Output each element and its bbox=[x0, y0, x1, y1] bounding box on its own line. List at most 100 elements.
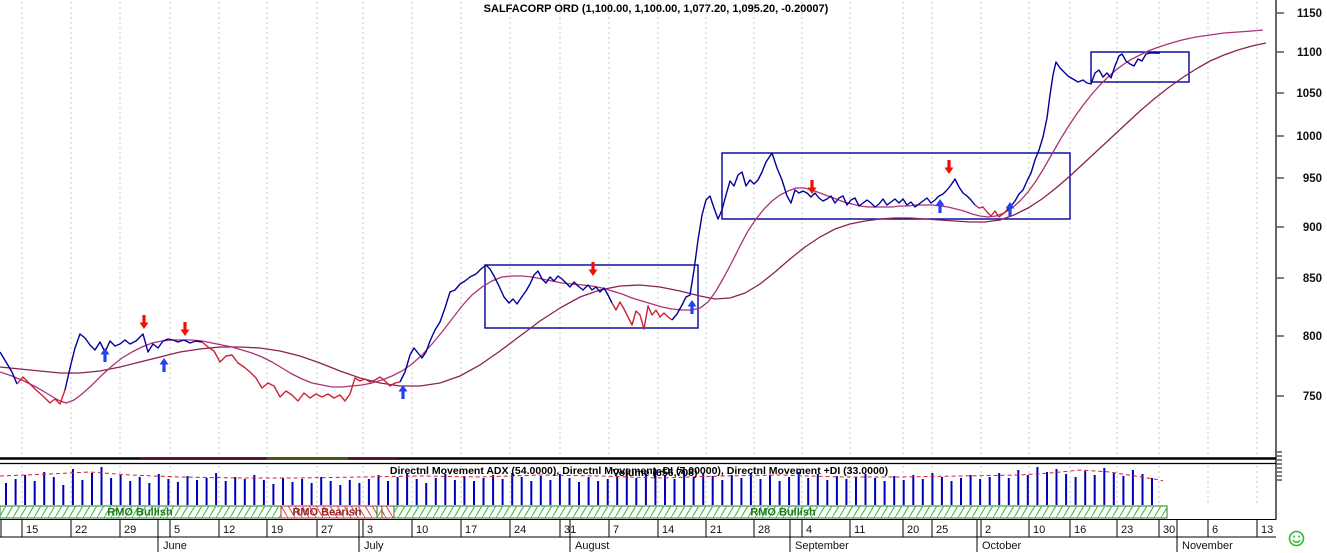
sell-arrow-down-icon bbox=[944, 160, 954, 174]
volume-bar bbox=[167, 479, 170, 505]
month-label: October bbox=[982, 540, 1021, 552]
rmo-band-label: RMO Bullish bbox=[750, 507, 816, 519]
price-axis-label: 800 bbox=[1303, 331, 1322, 343]
volume-bar bbox=[1046, 472, 1048, 505]
arrow-shaft bbox=[947, 160, 951, 168]
price-axis-label: 1150 bbox=[1297, 8, 1322, 20]
arrow-head bbox=[588, 269, 598, 276]
volume-bar bbox=[205, 478, 208, 505]
volume-bar bbox=[893, 476, 896, 505]
arrow-shaft bbox=[142, 315, 146, 323]
date-week-label: 4 bbox=[806, 524, 812, 536]
volume-bar bbox=[692, 477, 695, 505]
volume-bar bbox=[1093, 475, 1096, 505]
volume-bar bbox=[358, 483, 361, 505]
volume-bar bbox=[91, 473, 93, 505]
volume-bar bbox=[730, 475, 733, 505]
volume-bar bbox=[52, 477, 55, 505]
volume-bar bbox=[348, 480, 351, 505]
date-week-label: 11 bbox=[854, 524, 865, 536]
rmo-band-hatch bbox=[0, 506, 281, 518]
volume-bar bbox=[234, 477, 237, 505]
arrow-shaft bbox=[103, 354, 107, 362]
volume-bar bbox=[644, 474, 647, 505]
volume-bar bbox=[960, 478, 962, 505]
volume-bar bbox=[1131, 470, 1134, 505]
volume-bar bbox=[243, 479, 246, 505]
volume-bar bbox=[816, 474, 819, 505]
volume-bar bbox=[33, 481, 36, 505]
smiley-eye-right bbox=[1298, 535, 1300, 538]
moving-average-fast-line bbox=[0, 29, 1264, 404]
date-week-label: 14 bbox=[662, 524, 674, 536]
volume-bar bbox=[377, 475, 380, 505]
volume-indicator-label: Volume (656,708) bbox=[612, 467, 698, 479]
volume-bar bbox=[864, 474, 867, 505]
volume-bar bbox=[157, 474, 160, 505]
date-week-label: 5 bbox=[174, 524, 180, 536]
volume-bar bbox=[606, 479, 609, 505]
volume-bar bbox=[367, 479, 370, 505]
sell-arrow-down-icon bbox=[139, 315, 149, 329]
volume-bar bbox=[740, 478, 743, 505]
buy-arrow-up-icon bbox=[100, 348, 110, 362]
price-line-down bbox=[16, 376, 66, 405]
volume-bar bbox=[711, 476, 714, 505]
volume-bar bbox=[654, 469, 657, 505]
price-axis-label: 1050 bbox=[1296, 88, 1322, 100]
volume-bar bbox=[310, 483, 313, 505]
volume-bar bbox=[721, 480, 724, 505]
volume-bar bbox=[587, 477, 590, 505]
arrow-head bbox=[935, 199, 945, 206]
date-week-label: 19 bbox=[271, 524, 283, 536]
volume-bar bbox=[272, 484, 275, 505]
volume-bar bbox=[463, 476, 466, 505]
volume-bar bbox=[1065, 474, 1068, 505]
date-week-label: 10 bbox=[1033, 524, 1045, 536]
volume-bar bbox=[1084, 471, 1087, 505]
volume-bar bbox=[1141, 474, 1144, 505]
arrow-head bbox=[687, 300, 697, 307]
volume-bar bbox=[224, 481, 227, 505]
volume-bar bbox=[291, 482, 294, 505]
buy-arrow-up-icon bbox=[159, 358, 169, 372]
volume-bar bbox=[835, 476, 838, 505]
smiley-face bbox=[1288, 530, 1305, 547]
volume-bar bbox=[511, 473, 514, 505]
volume-bar bbox=[119, 475, 122, 505]
price-line-down bbox=[611, 301, 673, 330]
rmo-band-label: RMO Bearish bbox=[292, 507, 361, 519]
volume-bar bbox=[788, 477, 791, 505]
volume-bar bbox=[988, 477, 991, 505]
volume-bar bbox=[874, 478, 877, 505]
volume-bar bbox=[568, 478, 571, 505]
dmi-indicator-label: Directnl Movement ADX (54.0000), Directn… bbox=[389, 465, 889, 477]
volume-bar bbox=[931, 473, 934, 505]
volume-bar bbox=[71, 469, 74, 505]
moving-average-slow-line bbox=[0, 42, 1267, 387]
volume-bar bbox=[176, 482, 179, 505]
volume-bar bbox=[759, 479, 762, 505]
volume-bar bbox=[1026, 475, 1029, 505]
volume-bar bbox=[950, 481, 953, 505]
volume-bar bbox=[329, 481, 332, 505]
consolidation-rectangle bbox=[484, 264, 699, 329]
arrow-head bbox=[159, 358, 169, 365]
arrow-head bbox=[1005, 202, 1015, 209]
date-week-label: 7 bbox=[613, 524, 619, 536]
volume-bar bbox=[1151, 478, 1153, 505]
arrow-head bbox=[944, 167, 954, 174]
volume-bar bbox=[826, 480, 829, 505]
smiley-status-icon bbox=[1288, 530, 1305, 547]
volume-bar bbox=[282, 478, 284, 505]
volume-bar bbox=[769, 475, 771, 505]
date-week-label: 20 bbox=[907, 524, 919, 536]
arrow-shaft bbox=[938, 205, 942, 213]
buy-arrow-up-icon bbox=[398, 385, 408, 399]
volume-bar bbox=[215, 473, 218, 505]
rmo-band-hatch bbox=[377, 506, 382, 518]
volume-bar bbox=[520, 477, 523, 505]
volume-bar bbox=[129, 481, 132, 505]
volume-bar bbox=[262, 480, 265, 505]
